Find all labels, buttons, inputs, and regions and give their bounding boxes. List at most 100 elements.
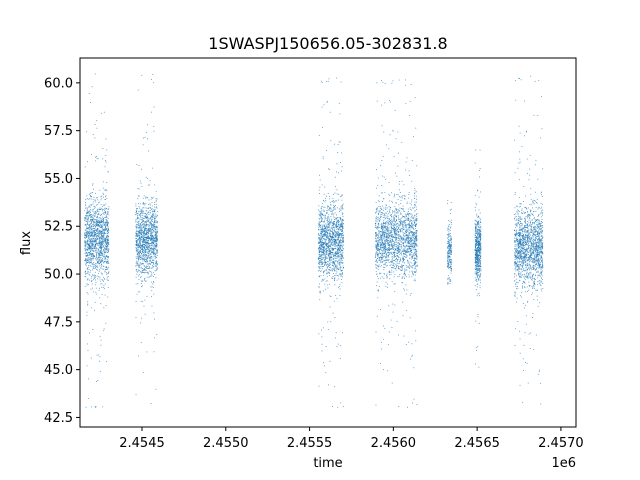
data-point	[415, 219, 417, 221]
data-point	[340, 246, 342, 248]
data-point	[93, 220, 95, 222]
data-point	[335, 219, 337, 220]
data-point	[84, 235, 86, 237]
data-point	[415, 240, 417, 242]
data-point	[376, 210, 377, 212]
data-point	[327, 247, 329, 248]
data-point	[326, 212, 328, 214]
data-point	[142, 235, 144, 236]
data-point	[147, 235, 149, 237]
data-point	[326, 273, 328, 275]
data-point	[379, 207, 381, 209]
data-point	[99, 221, 101, 223]
data-point	[147, 220, 149, 222]
data-point	[146, 216, 148, 217]
data-point	[416, 261, 418, 263]
data-point	[322, 203, 324, 204]
data-point	[88, 232, 90, 234]
data-point	[147, 260, 148, 262]
data-point	[338, 238, 339, 240]
data-point	[322, 236, 323, 238]
data-point	[398, 258, 400, 260]
data-point	[329, 260, 331, 262]
data-point	[339, 288, 341, 290]
data-point	[96, 254, 98, 256]
data-point	[318, 205, 320, 207]
data-point	[340, 241, 342, 243]
data-point	[151, 231, 152, 233]
data-point	[90, 232, 92, 234]
data-point	[101, 245, 102, 247]
data-point	[339, 255, 340, 257]
data-point	[104, 229, 105, 231]
data-point	[326, 247, 327, 249]
data-point	[108, 262, 109, 264]
data-point	[337, 220, 339, 222]
data-point	[333, 221, 335, 223]
data-point	[321, 229, 323, 230]
data-point	[412, 233, 414, 235]
data-point	[104, 232, 106, 234]
data-point	[341, 194, 343, 196]
data-point	[405, 253, 407, 255]
data-point	[84, 217, 86, 218]
data-point	[87, 198, 89, 200]
data-point	[386, 277, 388, 279]
data-point	[144, 216, 146, 218]
data-point	[99, 242, 101, 244]
data-point	[152, 249, 154, 250]
data-point	[102, 210, 103, 212]
data-point	[150, 239, 152, 240]
data-point	[138, 234, 139, 236]
data-point	[318, 134, 320, 136]
data-point	[332, 244, 334, 246]
data-point	[153, 266, 154, 268]
data-point	[147, 229, 149, 231]
data-point	[99, 254, 101, 256]
data-point	[147, 267, 149, 269]
data-point	[91, 233, 93, 235]
data-point	[329, 226, 331, 228]
data-point	[150, 272, 152, 274]
data-point	[334, 268, 335, 270]
data-point	[339, 242, 341, 244]
data-point	[326, 280, 328, 282]
data-point	[325, 244, 327, 246]
data-point	[390, 230, 391, 232]
data-point	[395, 222, 397, 224]
data-point	[85, 276, 87, 278]
data-point	[88, 233, 90, 234]
data-point	[136, 164, 138, 165]
data-point	[337, 256, 338, 257]
data-point	[92, 228, 94, 229]
data-point	[99, 219, 101, 221]
data-point	[151, 220, 153, 221]
data-point	[137, 249, 139, 251]
data-point	[107, 261, 109, 262]
data-point	[320, 239, 322, 240]
data-point	[101, 244, 102, 246]
data-point	[339, 233, 341, 234]
data-point	[335, 274, 337, 276]
data-point	[401, 228, 403, 230]
data-point	[142, 226, 144, 228]
data-point	[141, 212, 143, 214]
data-point	[102, 255, 104, 257]
data-point	[91, 209, 93, 211]
data-point	[145, 223, 147, 225]
data-point	[139, 229, 141, 231]
data-point	[88, 247, 90, 249]
data-point	[147, 216, 149, 218]
data-point	[98, 241, 100, 243]
data-point	[87, 246, 88, 248]
data-point	[100, 250, 102, 252]
data-point	[157, 227, 158, 229]
data-point	[149, 247, 150, 249]
data-point	[342, 246, 344, 248]
data-point	[385, 206, 387, 208]
data-point	[322, 278, 324, 280]
data-point	[410, 220, 412, 222]
data-point	[155, 252, 157, 254]
data-point	[85, 255, 87, 257]
data-point	[154, 236, 156, 238]
